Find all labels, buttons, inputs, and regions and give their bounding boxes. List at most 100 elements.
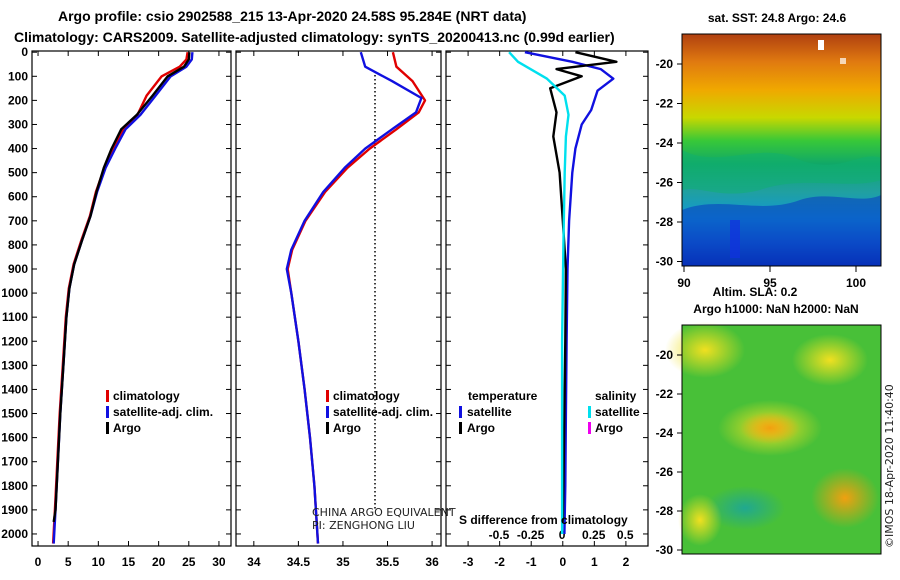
x-tick-label: 0 — [35, 555, 42, 569]
x-tick-label: -3 — [463, 555, 474, 569]
x-tick-label: -2 — [494, 555, 505, 569]
depth-tick-label: 2000 — [1, 527, 28, 541]
legend-swatch-satellite — [106, 406, 109, 418]
depth-tick-label: 1300 — [1, 358, 28, 372]
sla-high-anomaly — [678, 494, 722, 546]
top-x-tick-label: -0.5 — [489, 528, 510, 542]
legend-satellite: satellite-adj. clim. — [333, 405, 433, 419]
sst-map: sat. SST: 24.8 Argo: 24.6 -20-22-24-26-2… — [656, 11, 882, 290]
legend-sal-satellite: satellite — [595, 405, 640, 419]
legend-swatch-temp-argo — [459, 422, 462, 434]
x-tick-label: 5 — [65, 555, 72, 569]
x-tick-label: 36 — [425, 555, 439, 569]
depth-tick-label: 300 — [8, 117, 28, 131]
sla-high-anomaly — [665, 322, 745, 378]
series-line-argo — [52, 52, 191, 523]
sla-high-anomaly — [792, 334, 868, 386]
depth-tick-label: 1500 — [1, 407, 28, 421]
sst-blue-patch — [730, 220, 740, 258]
sst-lat-label: -22 — [656, 97, 674, 111]
sst-lat-label: -26 — [656, 176, 674, 190]
series-line-climatology — [286, 51, 427, 544]
top-x-tick-label: 0 — [559, 528, 566, 542]
sst-lon-label: 100 — [846, 276, 866, 290]
temperature-axis: 0 5 10 15 20 25 30 — [35, 51, 226, 569]
series-line-climatology — [51, 52, 189, 544]
legend-argo: Argo — [113, 421, 141, 435]
legend-salinity: salinity — [595, 389, 637, 403]
series-line-temperature-argo — [549, 51, 618, 522]
sst-map-title: sat. SST: 24.8 Argo: 24.6 — [708, 11, 847, 25]
sst-green-band — [682, 150, 881, 194]
depth-tick-label: 100 — [8, 69, 28, 83]
legend-temperature: temperature — [468, 389, 538, 403]
difference-panel-frame — [445, 50, 649, 547]
sla-lat-label: -24 — [656, 426, 674, 440]
x-tick-label: 34 — [247, 555, 261, 569]
depth-tick-label: 1200 — [1, 334, 28, 348]
sla-peak-anomaly — [811, 468, 879, 528]
depth-axis: 0 100 200 300 400 500 600 700 800 900 1000 1100 1200… — [1, 45, 648, 541]
difference-xlabel: S difference from climatology — [459, 513, 628, 527]
imos-credit: ©IMOS 18-Apr-2020 11:40:40 — [883, 384, 896, 548]
top-x-tick-label: 0.5 — [617, 528, 634, 542]
sst-missing-pixel — [818, 40, 824, 50]
salinity-axis: 34 34.5 35 35.5 36 — [247, 51, 439, 569]
top-x-tick-label: 0.25 — [582, 528, 606, 542]
x-tick-label: 10 — [92, 555, 106, 569]
sst-lat-label: -24 — [656, 136, 674, 150]
x-tick-label: 1 — [591, 555, 598, 569]
legend-swatch-sal-argo — [588, 422, 591, 434]
sst-lon-label: 90 — [677, 276, 691, 290]
legend-swatch-climatology — [326, 390, 329, 402]
header-line1: Argo profile: csio 2902588_215 13-Apr-20… — [58, 8, 526, 24]
depth-tick-label: 1700 — [1, 455, 28, 469]
sst-lon-label: 95 — [763, 276, 777, 290]
difference-axis: -3 -2 -1 0 1 2 -0.5 -0.25 0 0.25 0.5 — [463, 51, 634, 569]
x-tick-label: 30 — [212, 555, 226, 569]
series-line-salinity-satellite — [508, 51, 570, 534]
sst-lat-label: -20 — [656, 57, 674, 71]
depth-tick-label: 1400 — [1, 382, 28, 396]
depth-tick-label: 800 — [8, 238, 28, 252]
x-tick-label: 20 — [152, 555, 166, 569]
temperature-panel: 0 5 10 15 20 25 30 climatology satellite-adj. … — [31, 50, 232, 569]
sla-lat-label: -26 — [656, 465, 674, 479]
x-tick-label: 2 — [623, 555, 630, 569]
sla-lat-label: -30 — [656, 543, 674, 557]
sla-lat-label: -28 — [656, 504, 674, 518]
top-x-tick-label: -0.25 — [517, 528, 545, 542]
legend-climatology: climatology — [113, 389, 180, 403]
difference-series — [508, 51, 618, 535]
sla-map-frame — [681, 324, 882, 555]
sla-low-anomaly — [705, 486, 785, 530]
depth-tick-label: 400 — [8, 142, 28, 156]
depth-tick-label: 900 — [8, 262, 28, 276]
sla-peak-anomaly — [740, 412, 800, 444]
sst-lat-label: -30 — [656, 255, 674, 269]
legend-swatch-sal-satellite — [588, 406, 591, 418]
x-tick-label: 35 — [336, 555, 350, 569]
depth-tick-label: 0 — [21, 45, 28, 59]
series-line-satellite — [285, 51, 423, 544]
depth-tick-label: 500 — [8, 166, 28, 180]
legend-swatch-temp-satellite — [459, 406, 462, 418]
sla-lat-label: -22 — [656, 387, 674, 401]
sst-lat-axis: -20 -22 -24 -26 -28 -30 — [656, 57, 682, 269]
sla-lat-axis: -20 -22 -24 -26 -28 -30 — [656, 348, 682, 557]
legend-satellite: satellite-adj. clim. — [113, 405, 213, 419]
sst-lon-axis: 90 95 100 — [677, 266, 866, 290]
x-tick-label: 34.5 — [287, 555, 311, 569]
legend-swatch-satellite — [326, 406, 329, 418]
salinity-legend: climatology satellite-adj. clim. Argo — [326, 389, 433, 435]
legend-argo: Argo — [333, 421, 361, 435]
depth-tick-label: 700 — [8, 214, 28, 228]
depth-tick-label: 1000 — [1, 286, 28, 300]
depth-tick-label: 200 — [8, 93, 28, 107]
difference-legend: temperature satellite Argo salinity sate… — [459, 389, 640, 435]
sst-cold-region — [682, 195, 881, 266]
salinity-panel-frame — [235, 50, 442, 547]
legend-swatch-argo — [326, 422, 329, 434]
temperature-series — [51, 52, 194, 544]
